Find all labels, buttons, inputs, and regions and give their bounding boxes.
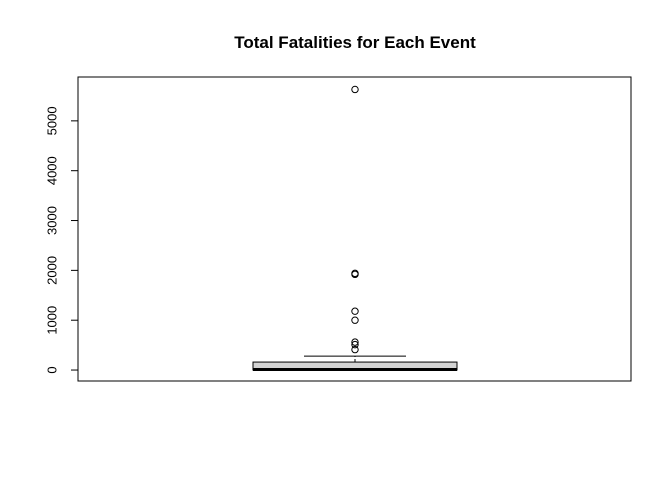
outlier-point [351,269,359,278]
outlier-point [351,340,359,349]
y-tick-label: 2000 [44,256,59,285]
y-axis: 0 1000 2000 3000 4000 5000 [44,106,79,374]
y-tick-label: 3000 [44,206,59,235]
plot-frame [77,76,632,382]
chart-title: Total Fatalities for Each Event [234,33,476,52]
outlier-point [351,338,359,346]
outlier-point [351,316,359,324]
outlier-point [351,345,359,354]
y-tick-label: 0 [44,366,59,373]
y-tick-label: 1000 [44,306,59,335]
outlier-group [351,85,359,354]
box-group [252,355,458,372]
y-tick-label: 5000 [44,106,59,135]
outlier-point [351,307,359,315]
y-tick-label: 4000 [44,156,59,185]
outlier-point [351,85,359,94]
